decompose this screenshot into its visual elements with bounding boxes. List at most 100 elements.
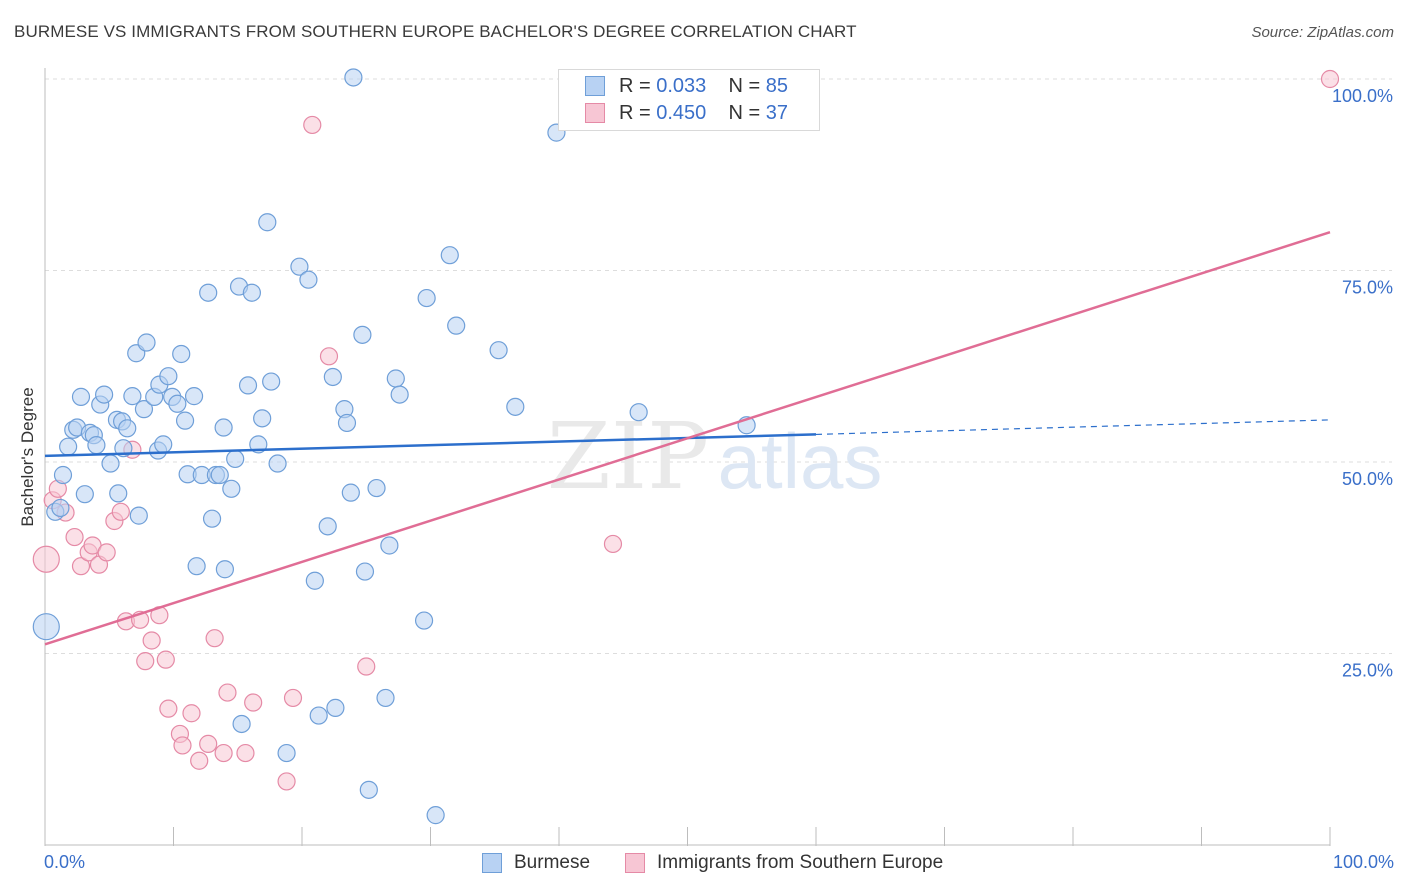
southern-europe-point <box>205 629 224 648</box>
burmese-point <box>168 394 187 413</box>
watermark: ZIP atlas <box>547 403 882 510</box>
burmese-point <box>376 688 395 708</box>
southern-europe-point <box>303 115 322 135</box>
burmese-point <box>367 478 386 498</box>
burmese-point <box>210 465 229 485</box>
southern-europe-point <box>603 534 623 554</box>
legend-label: Immigrants from Southern Europe <box>657 852 944 873</box>
southern-europe-trend-line <box>44 231 1331 646</box>
southern-europe-point <box>182 704 201 723</box>
burmese-point <box>134 400 154 419</box>
burmese-point <box>344 68 363 87</box>
stats-legend: R = 0.033 N = 85 R = 0.450 N = 37 <box>558 69 820 131</box>
burmese-point <box>414 611 434 630</box>
burmese-swatch <box>585 76 605 96</box>
chart-title: BURMESE VS IMMIGRANTS FROM SOUTHERN EURO… <box>14 22 857 41</box>
burmese-point <box>318 517 337 536</box>
burmese-point <box>309 706 328 725</box>
burmese-point <box>87 436 106 455</box>
burmese-point <box>154 435 173 454</box>
trend-lines <box>44 231 1331 646</box>
burmese-point <box>299 270 318 289</box>
series-southern-europe-points <box>32 69 1340 791</box>
southern-europe-point <box>319 347 339 366</box>
stats-row-burmese: R = 0.033 N = 85 <box>585 73 788 99</box>
burmese-point <box>109 484 128 503</box>
southern-europe-point <box>173 736 192 755</box>
r-label: R = <box>619 101 651 124</box>
southern-europe-point <box>97 543 116 562</box>
legend-item-southern-europe[interactable]: Immigrants from Southern Europe <box>625 852 943 874</box>
southern-europe-point <box>142 631 161 650</box>
burmese-point <box>71 387 91 406</box>
series-burmese-points <box>32 68 756 825</box>
axes <box>44 68 1331 846</box>
burmese-point <box>359 780 378 799</box>
burmese-point <box>53 465 73 485</box>
n-label: N = <box>728 74 761 97</box>
burmese-point <box>417 288 436 308</box>
burmese-point <box>172 344 191 364</box>
burmese-point <box>337 413 357 433</box>
burmese-point <box>184 387 204 406</box>
burmese-point <box>326 698 345 717</box>
x-tick-min: 0.0% <box>44 852 86 872</box>
southern-europe-point <box>199 734 218 753</box>
southern-europe-point <box>71 557 91 576</box>
burmese-point <box>123 387 142 406</box>
burmese-point <box>101 454 120 473</box>
southern-europe-point <box>283 688 303 708</box>
source-label: Source: ZipAtlas.com <box>1251 24 1394 41</box>
y-tick-labels: 25.0% 50.0% 75.0% 100.0% <box>1332 86 1393 681</box>
southern-europe-point <box>65 527 84 547</box>
burmese-point <box>199 283 218 302</box>
burmese-point <box>489 341 508 360</box>
legend-item-burmese[interactable]: Burmese <box>482 852 590 874</box>
series-legend: Burmese Immigrants from Southern Europe <box>0 852 1406 878</box>
y-tick-label: 25.0% <box>1342 661 1393 681</box>
burmese-point <box>59 437 78 456</box>
burmese-point <box>380 536 399 555</box>
burmese-point <box>426 806 445 825</box>
r-value: 0.033 <box>656 74 707 97</box>
burmese-point <box>386 369 405 388</box>
r-value: 0.450 <box>656 101 707 124</box>
burmese-point <box>75 485 94 504</box>
burmese-point <box>323 367 342 387</box>
grid-lines <box>45 78 1392 654</box>
burmese-point <box>222 479 241 498</box>
n-value: 85 <box>765 74 789 97</box>
burmese-point <box>440 246 459 265</box>
y-tick-label: 75.0% <box>1342 278 1393 298</box>
y-tick-label: 100.0% <box>1332 86 1393 106</box>
burmese-point <box>175 411 195 430</box>
southern-europe-point <box>1320 69 1340 89</box>
southern-europe-point <box>156 650 175 669</box>
southern-europe-point <box>32 545 60 573</box>
burmese-point <box>258 213 277 232</box>
burmese-point <box>137 333 156 352</box>
burmese-point <box>268 454 287 473</box>
burmese-point <box>202 509 222 528</box>
n-label: N = <box>728 101 761 124</box>
burmese-trend-extension <box>815 419 1331 436</box>
burmese-point <box>214 418 233 437</box>
y-axis-label: Bachelor's Degree <box>18 387 37 527</box>
stats-row-southern-europe: R = 0.450 N = 37 <box>585 100 788 126</box>
southern-europe-swatch <box>585 103 605 123</box>
southern-europe-point <box>218 683 237 702</box>
burmese-point <box>305 571 324 590</box>
y-tick-label: 50.0% <box>1342 469 1393 489</box>
burmese-point <box>253 409 272 428</box>
burmese-point <box>51 498 70 518</box>
burmese-point <box>341 483 360 502</box>
burmese-point <box>226 449 245 469</box>
burmese-point <box>390 385 409 404</box>
x-tick-max: 100.0% <box>1332 852 1394 872</box>
burmese-point <box>277 743 296 763</box>
burmese-point <box>32 613 60 641</box>
burmese-swatch <box>482 853 502 873</box>
burmese-point <box>629 403 648 422</box>
burmese-point <box>353 325 372 344</box>
